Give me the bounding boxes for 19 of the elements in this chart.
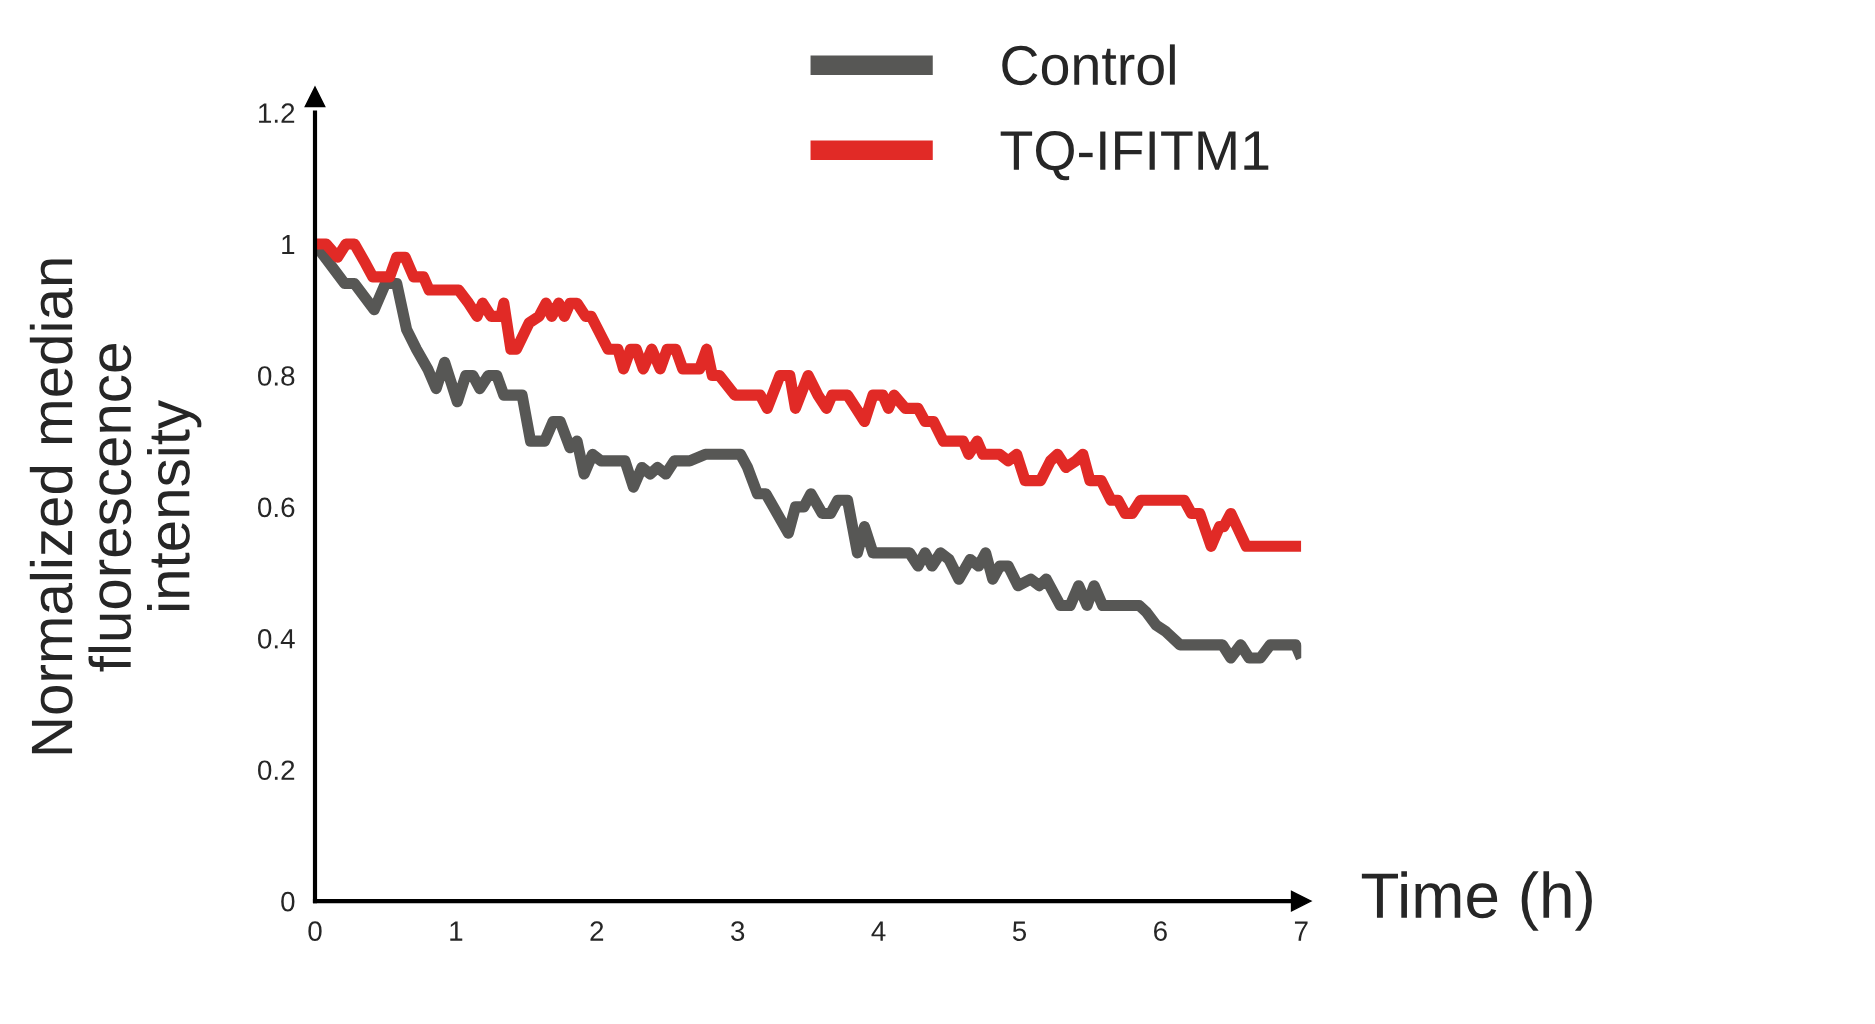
legend-label: TQ-IFITM1 [1000,130,1269,181]
x-tick-label: 3 [731,921,745,941]
y-tick-label: 0.2 [258,760,295,781]
x-tick-label: 6 [1154,921,1167,941]
y-tick-label: 0 [281,891,295,912]
x-tick-label: 7 [1294,921,1308,941]
x-tick-label: 5 [1012,921,1027,941]
x-tick-label: 1 [450,921,463,941]
x-tick-label: 4 [871,921,886,941]
y-tick-label: 0.4 [258,628,295,649]
y-tick-label: 0.6 [258,497,295,518]
x-tick-label: 0 [308,921,322,941]
x-tick-label: 2 [590,921,604,941]
y-tick-label: 0.8 [258,366,295,386]
y-tick-label: 1 [282,235,295,255]
y-tick-label: 1.2 [259,103,295,123]
y-axis-title: Normalized median fluorescence intensity [29,259,202,754]
x-axis-title: Time (h) [1361,871,1592,931]
legend-label: Control [1002,44,1175,86]
